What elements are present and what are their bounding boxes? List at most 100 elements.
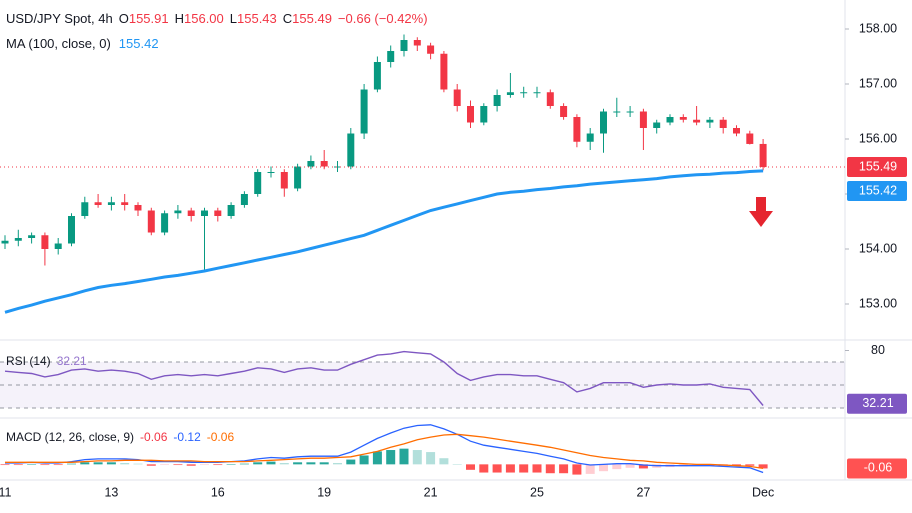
candle-body	[227, 205, 235, 216]
rsi-value-label: 32.21	[862, 396, 893, 410]
macd-histogram-bar	[80, 462, 90, 465]
macd-histogram-bar	[599, 464, 608, 472]
ma-name: MA (100, close, 0)	[6, 36, 111, 51]
macd-histogram-bar	[226, 464, 236, 465]
candle-body	[1, 240, 9, 244]
candle-body	[187, 210, 195, 216]
y-tick-label: 153.00	[859, 296, 897, 310]
macd-histogram-bar	[293, 462, 303, 465]
macd-histogram-bar	[306, 462, 316, 465]
candle-body	[546, 92, 554, 106]
rsi-name: RSI (14)	[6, 354, 51, 368]
price-legend: USD/JPY Spot, 4h O155.91 H156.00 L155.43 C15…	[6, 11, 428, 26]
macd-histogram-bar	[426, 452, 436, 465]
candle-body	[147, 210, 155, 233]
candle-body	[373, 62, 381, 90]
rsi-value-box	[847, 393, 907, 414]
candle-body	[480, 106, 488, 123]
macd-value: -0.12	[173, 430, 201, 444]
candle-body	[493, 95, 501, 106]
macd-histogram-bar	[412, 450, 422, 465]
macd-histogram-bar	[160, 464, 170, 466]
candle-body	[174, 210, 182, 214]
macd-histogram-bar	[479, 464, 489, 473]
macd-value-label: -0.06	[864, 461, 893, 475]
candle-body	[68, 216, 75, 244]
macd-histogram-bar	[253, 462, 263, 465]
macd-histogram-bar	[213, 464, 223, 466]
macd-histogram-bar	[758, 464, 768, 469]
x-tick-label: 21	[424, 485, 438, 499]
rsi-value: 32.21	[57, 354, 87, 368]
plot-layer: 153.00154.00155.00156.00157.00158.00155.…	[0, 21, 907, 499]
macd-histogram-bar	[346, 459, 356, 465]
hist-value: -0.06	[140, 430, 168, 444]
candle-body	[467, 106, 474, 123]
candle-body	[613, 111, 621, 113]
macd-histogram-bar	[452, 464, 462, 465]
candle-body	[201, 210, 208, 216]
x-tick-label: 11	[0, 485, 12, 499]
macd-histogram-bar	[266, 461, 276, 465]
x-tick-label: 27	[636, 485, 650, 499]
macd-histogram-bar	[200, 464, 209, 466]
candle-body	[54, 243, 62, 249]
last-price-label: 155.49	[859, 159, 897, 173]
macd-histogram-bar	[67, 463, 76, 465]
candle-body	[400, 40, 408, 51]
macd-histogram-bar	[386, 450, 396, 465]
ma-price-label: 155.42	[859, 183, 897, 197]
candle-body	[693, 119, 701, 123]
x-tick-label: 19	[317, 485, 331, 499]
macd-histogram-bar	[173, 464, 183, 466]
candle-body	[360, 89, 368, 134]
candle-body	[81, 202, 89, 216]
candle-body	[560, 106, 568, 117]
macd-histogram-bar	[319, 462, 329, 465]
ma-price-box	[847, 181, 907, 202]
candle-body	[267, 172, 275, 173]
last-price-box	[847, 157, 907, 178]
macd-histogram-bar	[745, 464, 755, 466]
ohlc-key: H	[175, 11, 184, 26]
macd-histogram-bar	[612, 464, 622, 470]
rsi-line	[4, 350, 764, 406]
candle-body	[759, 143, 767, 168]
rsi-legend: RSI (14) 32.21	[6, 354, 87, 368]
candle-body	[413, 40, 421, 46]
candle-body	[107, 202, 115, 205]
macd-histogram-bar	[492, 464, 502, 473]
signal-value: -0.06	[207, 430, 235, 444]
candle-body	[719, 119, 727, 128]
candle-body	[94, 202, 102, 205]
macd-histogram-bar	[279, 462, 289, 465]
macd-histogram-bar	[239, 463, 249, 465]
rsi-band	[0, 362, 845, 408]
macd-histogram-bar	[13, 464, 23, 466]
macd-histogram-bar	[559, 464, 569, 474]
candle-body	[294, 166, 302, 189]
ohlc-value: 156.00	[184, 11, 224, 26]
candle-body	[307, 161, 315, 167]
macd-line	[5, 424, 764, 474]
macd-histogram-bar	[27, 464, 37, 465]
macd-histogram-bar	[545, 464, 555, 474]
candle-body	[679, 117, 687, 120]
candle-body	[161, 213, 169, 233]
candle-body	[134, 205, 142, 211]
x-tick-label: 16	[211, 485, 225, 499]
macd-histogram-bar	[146, 464, 156, 466]
ohlc-value: 155.49	[292, 11, 332, 26]
candle-body	[653, 122, 661, 128]
symbol: USD/JPY Spot, 4h	[6, 11, 113, 26]
ohlc-key: C	[283, 11, 292, 26]
macd-histogram-bar	[732, 464, 741, 466]
macd-line	[5, 433, 764, 470]
candle-body	[520, 92, 528, 94]
macd-histogram-bar	[439, 458, 449, 465]
candle-body	[626, 111, 634, 113]
macd-histogram-bar	[359, 455, 369, 465]
candle-body	[666, 117, 674, 123]
